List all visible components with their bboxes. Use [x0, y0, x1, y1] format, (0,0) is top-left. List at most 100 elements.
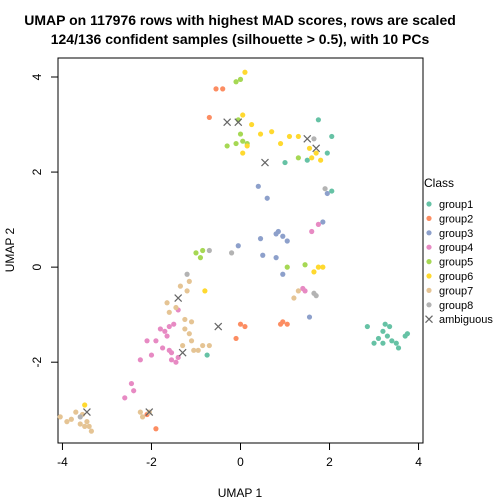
point-group3: [264, 195, 270, 201]
point-group5: [224, 143, 230, 149]
series-group2: [144, 86, 290, 432]
point-ambiguous: [303, 134, 312, 143]
point-group2: [237, 321, 244, 327]
point-group6: [202, 288, 208, 294]
point-group4: [309, 228, 315, 235]
point-ambiguous: [145, 408, 154, 417]
point-group4: [173, 359, 179, 365]
point-group7: [64, 419, 70, 425]
point-group3: [280, 271, 286, 277]
point-group1: [384, 333, 390, 339]
legend-label-group6: group6: [439, 271, 473, 283]
point-group5: [302, 262, 308, 268]
point-group1: [395, 345, 402, 351]
series-group8: [77, 136, 328, 420]
point-group6: [311, 269, 317, 275]
point-group1: [375, 335, 382, 342]
point-group7: [206, 342, 212, 349]
point-group7: [291, 295, 297, 301]
legend-label-group8: group8: [439, 300, 473, 312]
point-group5: [237, 76, 244, 82]
legend-label-ambiguous: ambiguous: [439, 314, 493, 326]
point-group2: [220, 86, 226, 92]
point-group6: [240, 112, 246, 118]
point-group5: [237, 131, 244, 137]
point-group7: [188, 338, 195, 344]
point-group7: [182, 316, 188, 323]
legend-marker-group5: [426, 259, 432, 265]
point-group1: [380, 340, 386, 346]
point-group7: [295, 288, 301, 294]
point-group7: [177, 283, 184, 289]
point-group7: [86, 423, 92, 429]
point-ambiguous: [312, 144, 321, 153]
point-group7: [182, 326, 188, 332]
point-group5: [193, 250, 199, 256]
legend-label-group7: group7: [439, 285, 473, 297]
y-axis: -2 0 2 4: [30, 73, 59, 368]
legend: Class group1 group2 group3 group4 group5 grou…: [424, 176, 493, 326]
point-group1: [304, 157, 310, 163]
point-group8: [206, 247, 212, 254]
point-group3: [275, 228, 281, 235]
point-group7: [166, 309, 172, 315]
point-group1: [393, 340, 399, 346]
point-group6: [244, 143, 250, 149]
point-group5: [233, 79, 239, 85]
legend-marker-ambiguous: [425, 315, 433, 324]
point-group6: [269, 129, 275, 135]
series-group1: [204, 117, 411, 358]
point-group4: [144, 338, 150, 344]
point-group2: [277, 321, 284, 327]
y-tick-label: 0: [30, 263, 44, 270]
point-group4: [168, 357, 175, 363]
x-tick-label: 4: [415, 455, 422, 469]
legend-label-group5: group5: [439, 257, 473, 269]
point-group1: [404, 331, 411, 337]
point-group6: [240, 150, 246, 156]
point-group1: [387, 323, 393, 330]
point-group7: [57, 414, 63, 420]
point-group1: [371, 340, 377, 346]
point-group3: [260, 252, 266, 258]
legend-label-group2: group2: [439, 213, 473, 225]
legend-marker-group6: [426, 273, 432, 279]
point-group3: [257, 236, 264, 242]
point-group1: [329, 133, 335, 140]
point-group1: [329, 188, 335, 194]
point-group4: [315, 221, 321, 227]
point-group2: [213, 86, 219, 92]
data-points: [57, 69, 411, 434]
point-ambiguous: [261, 158, 269, 167]
point-group4: [168, 350, 175, 356]
point-group5: [284, 264, 290, 270]
x-tick-label: 2: [326, 455, 333, 469]
point-group8: [313, 293, 319, 299]
x-axis: -4 -2 0 2 4: [57, 442, 422, 469]
point-group6: [306, 145, 313, 151]
point-group4: [160, 345, 166, 351]
point-group4: [137, 357, 143, 363]
point-group2: [242, 323, 248, 330]
point-group7: [77, 421, 83, 427]
point-group6: [320, 264, 326, 270]
chart-title: UMAP on 117976 rows with highest MAD sco…: [24, 12, 456, 28]
series-ambiguous: [83, 118, 321, 417]
point-group1: [315, 117, 321, 123]
point-ambiguous: [223, 118, 232, 127]
point-group3: [280, 233, 286, 239]
point-group1: [282, 159, 288, 166]
point-group6: [309, 155, 315, 161]
point-group4: [164, 333, 170, 339]
point-ambiguous: [174, 294, 183, 302]
point-group6: [242, 69, 248, 75]
point-group7: [82, 423, 88, 429]
point-group4: [162, 328, 168, 334]
legend-marker-group7: [426, 287, 432, 293]
point-group7: [188, 319, 195, 325]
point-group8: [311, 136, 317, 142]
point-group6: [313, 150, 319, 156]
point-group7: [180, 342, 186, 349]
point-group7: [195, 347, 201, 353]
legend-marker-group2: [426, 215, 432, 221]
